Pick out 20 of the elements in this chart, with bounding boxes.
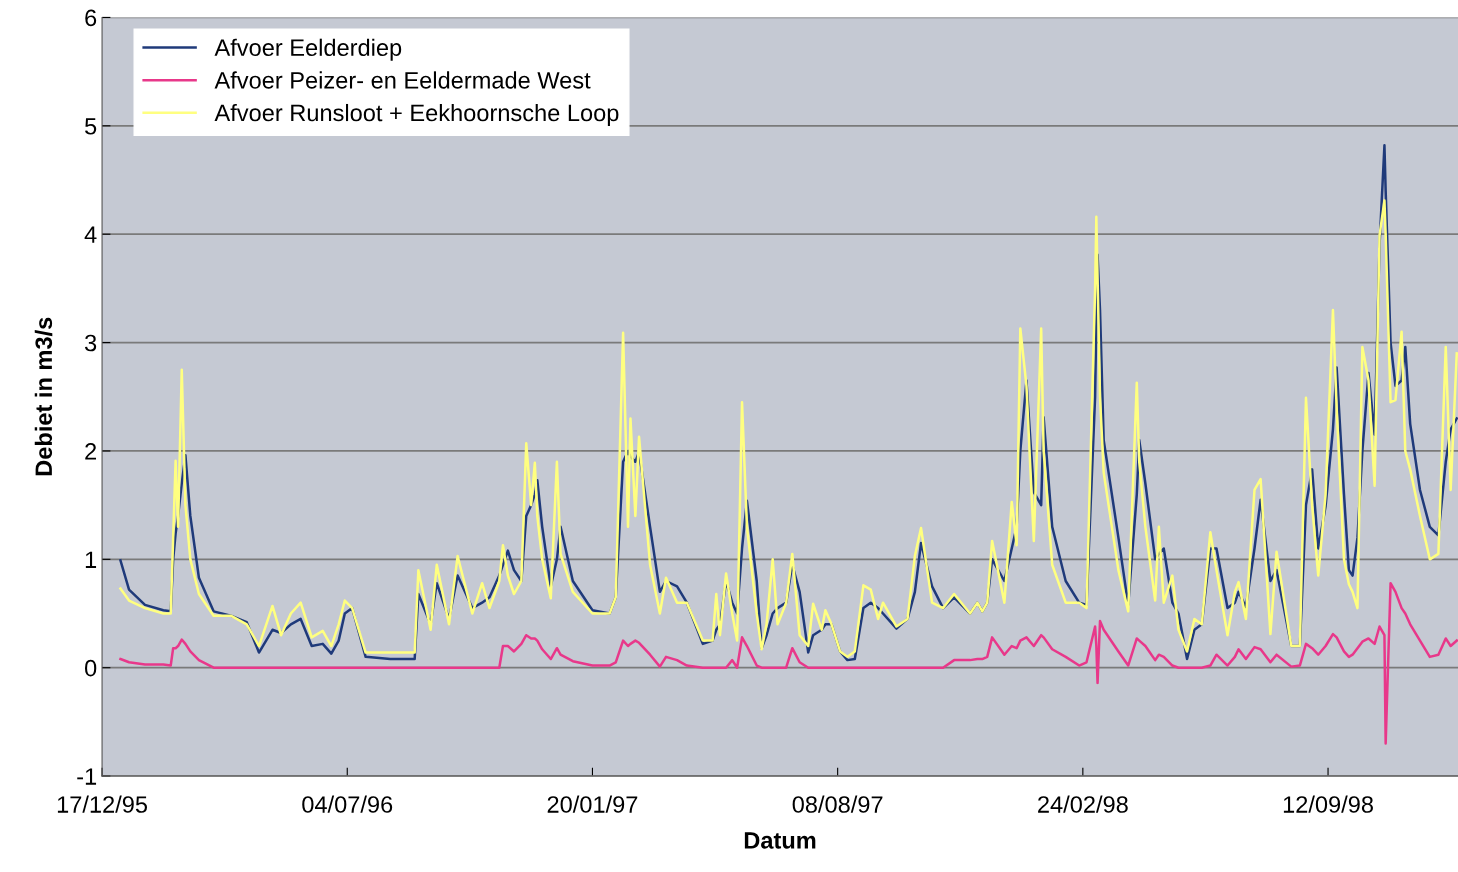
y-tick-label: 3 (84, 334, 97, 352)
legend-label: Afvoer Peizer- en Eeldermade West (214, 71, 591, 89)
legend-label: Afvoer Runsloot + Eekhoornsche Loop (214, 103, 619, 126)
y-tick-label: 2 (85, 443, 97, 460)
y-tick-label: 4 (84, 226, 97, 243)
x-tick-label: 17/12/95 (57, 795, 148, 813)
y-tick-label: 6 (85, 9, 97, 27)
x-tick-label: 08/08/97 (792, 795, 883, 813)
x-tick-label: 04/07/96 (302, 795, 393, 813)
x-tick-label: 12/09/98 (1283, 795, 1373, 813)
line-series (119, 581, 1458, 745)
x-tick-label: 20/01/97 (547, 795, 638, 813)
y-axis-title: Debiet in m3/s (34, 317, 53, 476)
x-axis-title: Datum (744, 832, 816, 849)
y-tick-label: 0 (84, 659, 97, 677)
y-tick-label: -1 (77, 768, 97, 785)
legend-label: Afvoer Eelderdiep (214, 38, 402, 61)
y-tick-label: 5 (85, 118, 97, 135)
y-tick-label: 1 (85, 551, 97, 568)
x-tick-label: 24/02/98 (1038, 795, 1128, 813)
